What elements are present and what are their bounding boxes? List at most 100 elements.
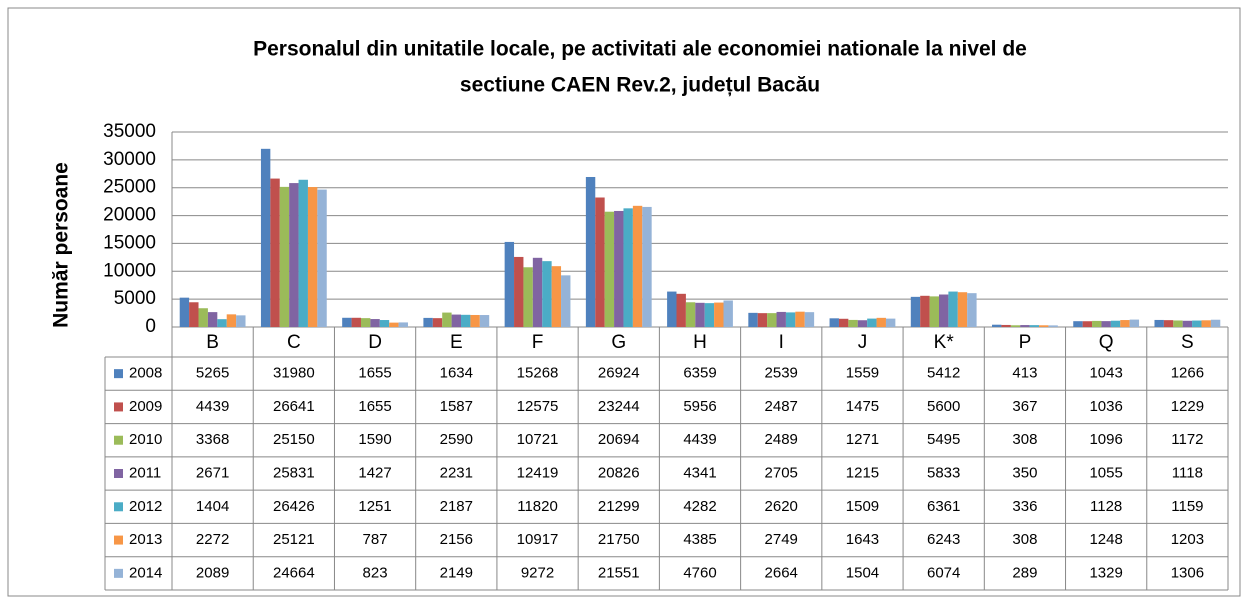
- table-cell: 1229: [1171, 398, 1204, 415]
- bar: [360, 318, 371, 327]
- table-cell: 6074: [927, 564, 960, 581]
- y-tick-label: 15000: [103, 232, 156, 253]
- table-cell: 1590: [358, 431, 391, 448]
- table-cell: 5495: [927, 431, 960, 448]
- bar: [704, 303, 715, 327]
- table-cell: 1559: [846, 365, 879, 382]
- bar: [1039, 325, 1049, 327]
- bar: [1101, 321, 1111, 327]
- bar: [1073, 321, 1083, 327]
- table-cell: 1043: [1089, 365, 1122, 382]
- table-cell: 12575: [517, 398, 559, 415]
- bar: [189, 302, 199, 327]
- x-tick-label: H: [693, 332, 707, 353]
- x-tick-label: B: [206, 332, 219, 353]
- chart-title: sectiune CAEN Rev.2, județul Bacău: [460, 74, 820, 97]
- table-cell: 2489: [765, 431, 798, 448]
- bar: [370, 319, 380, 327]
- bar: [226, 314, 237, 327]
- bar: [532, 257, 543, 327]
- table-cell: 4385: [683, 531, 716, 548]
- y-tick-label: 5000: [114, 288, 156, 309]
- bar: [1192, 320, 1202, 327]
- bar: [614, 210, 624, 327]
- table-cell: 1172: [1171, 431, 1203, 448]
- legend-swatch: [114, 435, 123, 445]
- table-cell: 15268: [517, 365, 559, 382]
- table-cell: 2149: [440, 564, 473, 581]
- bar: [795, 311, 805, 327]
- table-cell: 5265: [196, 365, 229, 382]
- bar: [523, 267, 533, 327]
- bar: [723, 300, 733, 327]
- table-cell: 1128: [1090, 498, 1122, 515]
- table-cell: 5833: [927, 464, 960, 481]
- bar: [885, 318, 896, 327]
- table-cell: 2156: [440, 531, 473, 548]
- table-cell: 823: [363, 564, 388, 581]
- table-cell: 1203: [1171, 531, 1204, 548]
- table-cell: 289: [1012, 564, 1037, 581]
- x-tick-label: E: [450, 332, 463, 353]
- bar: [342, 317, 352, 327]
- y-tick-label: 10000: [103, 260, 156, 281]
- bar: [479, 315, 490, 327]
- bar: [910, 296, 921, 327]
- table-cell: 1587: [440, 398, 473, 415]
- chart-title: Personalul din unitatile locale, pe acti…: [253, 38, 1027, 61]
- x-tick-label: F: [532, 332, 544, 353]
- table-cell: 25150: [273, 431, 315, 448]
- bar: [623, 208, 633, 327]
- table-cell: 1634: [440, 365, 473, 382]
- x-tick-label: I: [779, 332, 784, 353]
- legend-swatch: [114, 369, 123, 379]
- bar: [1001, 324, 1011, 327]
- bar: [1048, 325, 1058, 327]
- bar: [1210, 319, 1221, 327]
- table-cell: 26641: [273, 398, 315, 415]
- table-cell: 1509: [846, 498, 879, 515]
- bar: [207, 312, 218, 327]
- table-cell: 1215: [846, 464, 879, 481]
- table-cell: 4341: [683, 464, 716, 481]
- bar: [1173, 320, 1183, 327]
- table-cell: 2705: [765, 464, 798, 481]
- y-tick-label: 25000: [103, 177, 156, 198]
- table-cell: 308: [1012, 431, 1037, 448]
- bar: [198, 308, 208, 327]
- table-cell: 21750: [598, 531, 640, 548]
- table-cell: 25831: [273, 464, 315, 481]
- table-cell: 1655: [358, 365, 391, 382]
- bar: [714, 302, 724, 327]
- x-tick-label: Q: [1099, 332, 1114, 353]
- table-cell: 1655: [358, 398, 391, 415]
- table-cell: 1404: [196, 498, 229, 515]
- table-cell: 350: [1012, 464, 1037, 481]
- table-cell: 1096: [1089, 431, 1122, 448]
- bar: [1120, 320, 1130, 327]
- bar: [595, 197, 605, 327]
- table-cell: 1055: [1089, 464, 1122, 481]
- table-cell: 2187: [440, 498, 473, 515]
- table-cell: 21299: [598, 498, 640, 515]
- table-cell: 24664: [273, 564, 315, 581]
- bar: [270, 178, 280, 327]
- table-cell: 1475: [846, 398, 879, 415]
- table-cell: 20826: [598, 464, 640, 481]
- table-cell: 10917: [517, 531, 559, 548]
- legend-swatch: [114, 469, 123, 478]
- table-cell: 1036: [1089, 398, 1122, 415]
- table-cell: 1266: [1171, 365, 1204, 382]
- bar: [1182, 320, 1193, 327]
- x-tick-label: K*: [934, 332, 955, 353]
- bar: [695, 302, 705, 327]
- bar: [838, 318, 849, 327]
- table-cell: 367: [1012, 398, 1037, 415]
- bar: [461, 314, 471, 327]
- table-cell: 1427: [358, 464, 391, 481]
- bar: [829, 318, 839, 327]
- y-tick-label: 30000: [103, 149, 156, 170]
- legend-swatch: [114, 535, 123, 545]
- bar: [992, 324, 1002, 327]
- table-cell: 1306: [1171, 564, 1204, 581]
